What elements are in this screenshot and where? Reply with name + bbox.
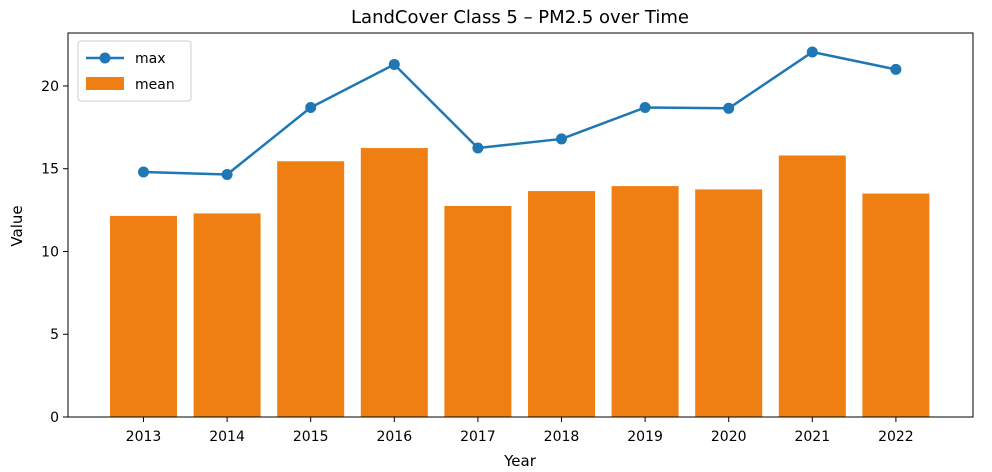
- bar-mean-2016: [360, 148, 428, 417]
- legend: max mean: [77, 40, 192, 102]
- bar-mean-2013: [110, 215, 177, 417]
- point-max-2020: [723, 102, 735, 114]
- y-tick-label: 15: [41, 162, 59, 178]
- x-tick-label: 2017: [460, 429, 496, 445]
- y-tick-label: 0: [50, 410, 59, 426]
- x-tick-label: 2014: [209, 429, 245, 445]
- legend-bar-swatch: [86, 77, 124, 90]
- x-tick-label: 2021: [794, 429, 830, 445]
- point-max-2016: [388, 58, 400, 70]
- bar-mean-2017: [444, 205, 512, 417]
- bar-mean-2019: [611, 186, 679, 417]
- bar-series-mean: [110, 148, 930, 417]
- bar-mean-2015: [277, 161, 345, 417]
- plot-frame: [67, 32, 974, 418]
- point-max-2022: [890, 63, 902, 75]
- y-axis: 0 5 10 15 20: [41, 79, 68, 426]
- point-max-2017: [472, 142, 484, 154]
- y-axis-label: Value: [8, 205, 26, 246]
- legend-label-mean: mean: [135, 77, 175, 93]
- chart-title: LandCover Class 5 – PM2.5 over Time: [351, 7, 689, 28]
- x-axis-label: Year: [503, 452, 537, 470]
- point-max-2019: [639, 101, 651, 113]
- legend-marker-swatch: [99, 52, 111, 64]
- point-max-2014: [221, 169, 233, 181]
- bar-mean-2022: [862, 193, 930, 417]
- x-axis: 2013 2014 2015 2016 2017 2018 2019 2020 2021 2022: [126, 417, 914, 445]
- point-max-2015: [305, 101, 317, 113]
- bar-mean-2021: [778, 155, 846, 417]
- bar-mean-2014: [193, 213, 261, 417]
- y-tick-label: 20: [41, 79, 59, 95]
- line-max: [143, 50, 897, 176]
- point-max-2013: [138, 166, 149, 178]
- x-tick-label: 2019: [627, 429, 663, 445]
- point-max-2021: [806, 46, 818, 58]
- x-tick-label: 2016: [376, 429, 412, 445]
- legend-label-max: max: [135, 51, 166, 67]
- x-tick-label: 2018: [544, 429, 580, 445]
- y-tick-label: 10: [41, 244, 59, 260]
- x-tick-label: 2015: [293, 429, 329, 445]
- bar-mean-2018: [528, 191, 595, 417]
- line-series-max: [138, 46, 902, 181]
- x-tick-label: 2020: [711, 429, 747, 445]
- x-tick-label: 2013: [126, 429, 162, 445]
- point-max-2018: [556, 133, 567, 145]
- x-tick-label: 2022: [878, 429, 914, 445]
- bar-mean-2020: [695, 189, 763, 417]
- y-tick-label: 5: [50, 327, 59, 343]
